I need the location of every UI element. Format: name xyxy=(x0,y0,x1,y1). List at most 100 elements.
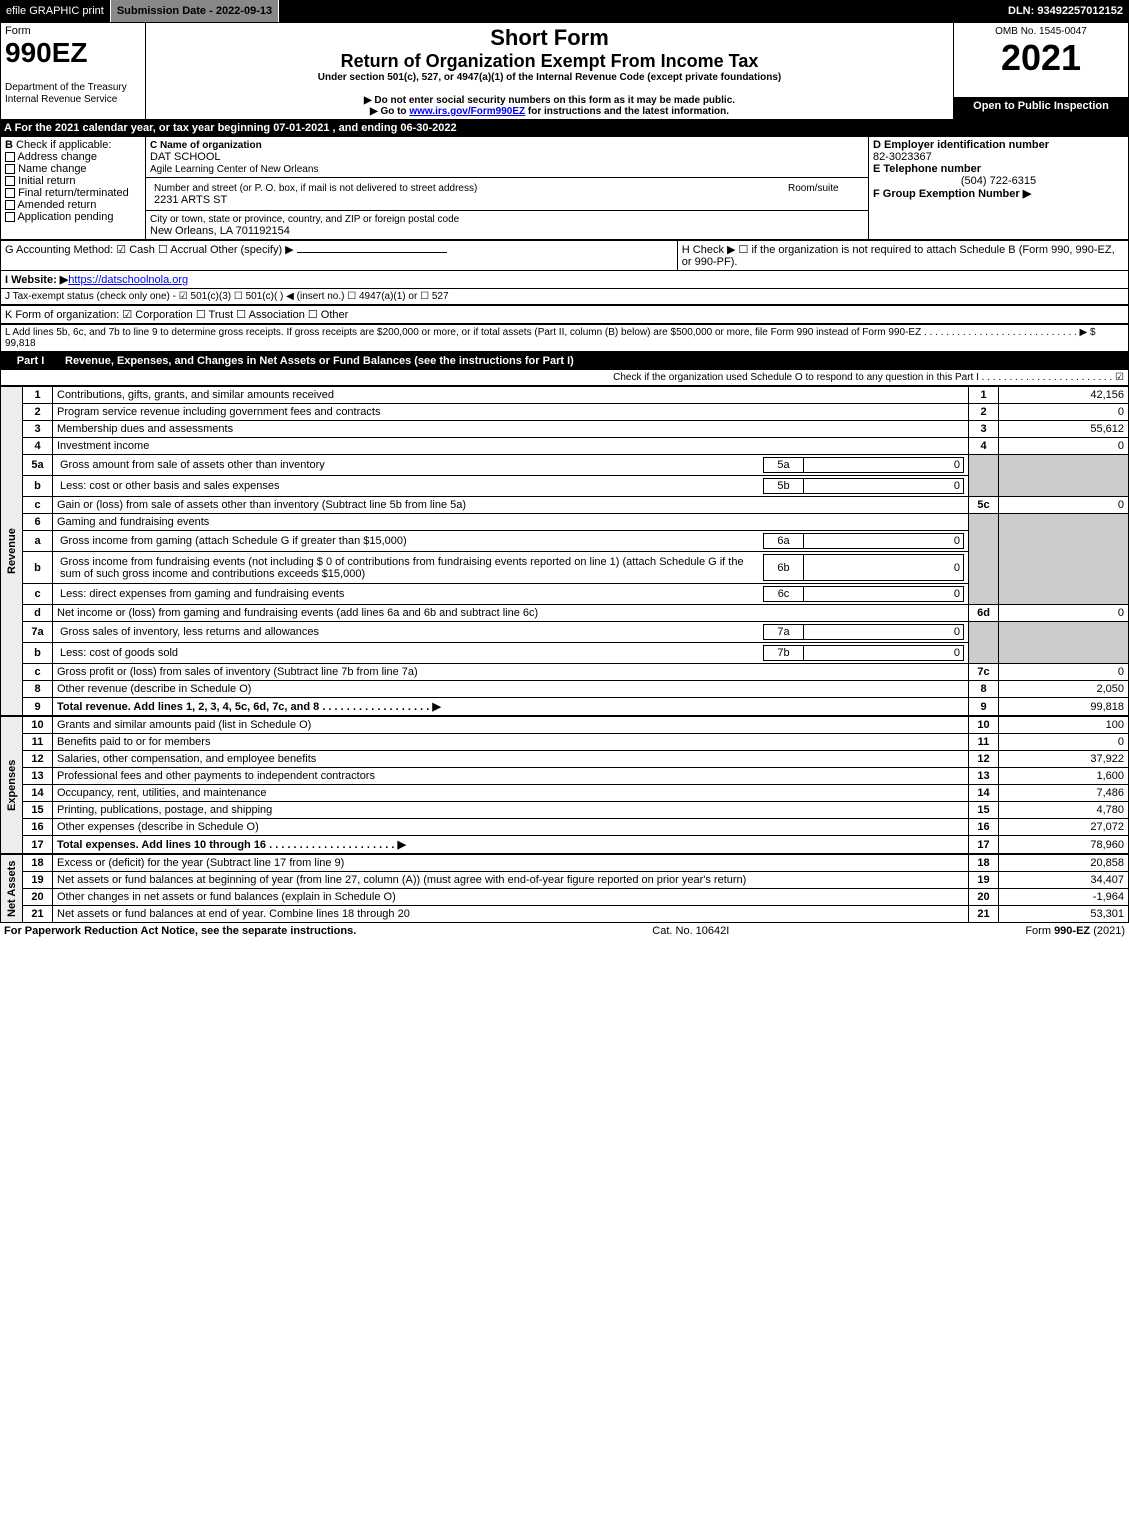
ln7b-num: b xyxy=(23,643,53,664)
ln7b-sn: 7b xyxy=(764,646,804,661)
cb-pending[interactable] xyxy=(5,212,15,222)
ln11-text: Benefits paid to or for members xyxy=(53,734,969,751)
ln4-val: 0 xyxy=(999,438,1129,455)
ln10-text: Grants and similar amounts paid (list in… xyxy=(53,717,969,734)
ln6-text: Gaming and fundraising events xyxy=(53,514,969,531)
gray-5 xyxy=(969,455,999,497)
title-return: Return of Organization Exempt From Incom… xyxy=(150,51,949,72)
ln12-val: 37,922 xyxy=(999,751,1129,768)
ln17-val: 78,960 xyxy=(999,836,1129,854)
ln21-text: Net assets or fund balances at end of ye… xyxy=(53,906,969,923)
ln10-num: 10 xyxy=(23,717,53,734)
cb-amended[interactable] xyxy=(5,200,15,210)
ln21-num: 21 xyxy=(23,906,53,923)
ln15-num: 15 xyxy=(23,802,53,819)
ln6c-text: Less: direct expenses from gaming and fu… xyxy=(57,587,764,602)
goto-note: ▶ Go to www.irs.gov/Form990EZ for instru… xyxy=(150,106,949,117)
ln7a-sn: 7a xyxy=(764,625,804,640)
form-number: 990EZ xyxy=(5,37,88,68)
gray-6 xyxy=(969,514,999,605)
footer: For Paperwork Reduction Act Notice, see … xyxy=(0,923,1129,939)
cb-address-change[interactable] xyxy=(5,152,15,162)
ln2-val: 0 xyxy=(999,404,1129,421)
street-label: Number and street (or P. O. box, if mail… xyxy=(154,183,477,194)
ln20-rn: 20 xyxy=(969,889,999,906)
ln16-val: 27,072 xyxy=(999,819,1129,836)
l-line: L Add lines 5b, 6c, and 7b to line 9 to … xyxy=(1,325,1129,352)
irs-link[interactable]: www.irs.gov/Form990EZ xyxy=(409,106,525,117)
ln9-text: Total revenue. Add lines 1, 2, 3, 4, 5c,… xyxy=(57,701,441,713)
ln13-val: 1,600 xyxy=(999,768,1129,785)
efile-label: efile GRAPHIC print xyxy=(0,0,111,22)
ln15-val: 4,780 xyxy=(999,802,1129,819)
ln5a-num: 5a xyxy=(23,455,53,476)
ln3-text: Membership dues and assessments xyxy=(53,421,969,438)
ln6b-text: Gross income from fundraising events (no… xyxy=(57,555,764,581)
submission-date: Submission Date - 2022-09-13 xyxy=(111,0,279,22)
ln6d-text: Net income or (loss) from gaming and fun… xyxy=(53,605,969,622)
ln4-num: 4 xyxy=(23,438,53,455)
k-line: K Form of organization: ☑ Corporation ☐ … xyxy=(1,306,1129,324)
dept-label: Department of the Treasury Internal Reve… xyxy=(5,82,127,105)
ln5b-sn: 5b xyxy=(764,479,804,494)
ln11-val: 0 xyxy=(999,734,1129,751)
website-link[interactable]: https://datschoolnola.org xyxy=(68,274,188,286)
cb-final[interactable] xyxy=(5,188,15,198)
ln5b-text: Less: cost or other basis and sales expe… xyxy=(57,479,764,494)
ln13-num: 13 xyxy=(23,768,53,785)
ln6a-sn: 6a xyxy=(764,534,804,549)
cb-initial[interactable] xyxy=(5,176,15,186)
f-label: F Group Exemption Number ▶ xyxy=(873,188,1031,200)
ln5a-sv: 0 xyxy=(804,458,964,473)
ln15-text: Printing, publications, postage, and shi… xyxy=(53,802,969,819)
ln5a-sn: 5a xyxy=(764,458,804,473)
org-name2: Agile Learning Center of New Orleans xyxy=(150,164,318,175)
phone: (504) 722-6315 xyxy=(873,175,1124,187)
part1-header: Part I Revenue, Expenses, and Changes in… xyxy=(0,352,1129,386)
footer-right: Form 990-EZ (2021) xyxy=(1025,925,1125,937)
gray-7 xyxy=(969,622,999,664)
netassets-vert: Net Assets xyxy=(1,855,23,923)
ln5b-num: b xyxy=(23,476,53,497)
ln10-val: 100 xyxy=(999,717,1129,734)
ln8-text: Other revenue (describe in Schedule O) xyxy=(53,681,969,698)
ln6a-num: a xyxy=(23,531,53,552)
part1-label: Part I xyxy=(17,355,45,367)
ln9-val: 99,818 xyxy=(999,698,1129,716)
goto-pre: ▶ Go to xyxy=(370,106,409,117)
ln5c-rn: 5c xyxy=(969,497,999,514)
ln12-num: 12 xyxy=(23,751,53,768)
ln20-num: 20 xyxy=(23,889,53,906)
ln18-text: Excess or (deficit) for the year (Subtra… xyxy=(53,855,969,872)
netassets-table: Net Assets 18Excess or (deficit) for the… xyxy=(0,854,1129,923)
ln6c-sv: 0 xyxy=(804,587,964,602)
ln6d-num: d xyxy=(23,605,53,622)
h-line: H Check ▶ ☐ if the organization is not r… xyxy=(682,244,1115,268)
subtitle: Under section 501(c), 527, or 4947(a)(1)… xyxy=(150,72,949,83)
room-label: Room/suite xyxy=(788,183,839,194)
top-bar: efile GRAPHIC print Submission Date - 20… xyxy=(0,0,1129,22)
opt-address: Address change xyxy=(17,151,97,163)
gray-5v xyxy=(999,455,1129,497)
ln7b-text: Less: cost of goods sold xyxy=(57,646,764,661)
ln6c-num: c xyxy=(23,584,53,605)
ln3-num: 3 xyxy=(23,421,53,438)
ln14-rn: 14 xyxy=(969,785,999,802)
ln21-val: 53,301 xyxy=(999,906,1129,923)
ln6d-val: 0 xyxy=(999,605,1129,622)
footer-left: For Paperwork Reduction Act Notice, see … xyxy=(4,925,356,937)
revenue-vert: Revenue xyxy=(1,387,23,716)
ln1-val: 42,156 xyxy=(999,387,1129,404)
ln6b-num: b xyxy=(23,552,53,584)
g-line: G Accounting Method: ☑ Cash ☐ Accrual Ot… xyxy=(5,244,294,256)
ln4-text: Investment income xyxy=(53,438,969,455)
opt-amended: Amended return xyxy=(17,199,96,211)
opt-pending: Application pending xyxy=(17,211,113,223)
ln5b-sv: 0 xyxy=(804,479,964,494)
ssn-note: ▶ Do not enter social security numbers o… xyxy=(150,95,949,106)
ln6b-sn: 6b xyxy=(764,555,804,581)
cb-name-change[interactable] xyxy=(5,164,15,174)
ln6d-rn: 6d xyxy=(969,605,999,622)
ln14-val: 7,486 xyxy=(999,785,1129,802)
part1-check: Check if the organization used Schedule … xyxy=(1,370,1129,386)
